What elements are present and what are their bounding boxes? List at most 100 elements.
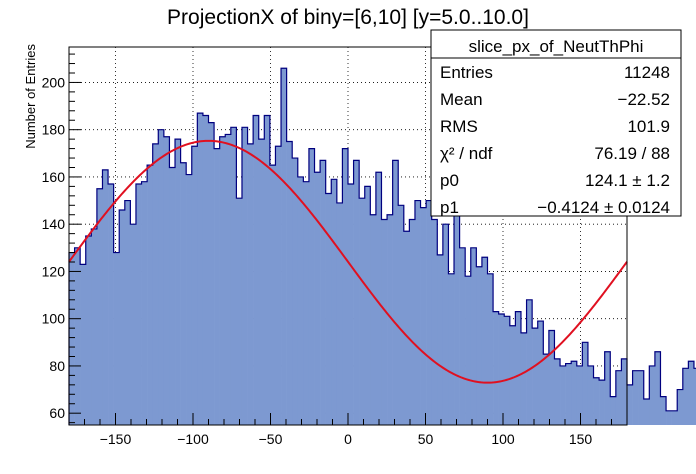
histogram-bar [197, 113, 204, 426]
y-tick-label: 200 [42, 74, 66, 90]
histogram-bar [74, 247, 81, 425]
histogram-bar [269, 165, 276, 425]
x-tick-label: 50 [418, 431, 434, 447]
y-tick-label: 140 [42, 216, 66, 232]
histogram-bar [275, 146, 282, 425]
histogram-bar [331, 179, 338, 425]
stats-value-1: −22.52 [618, 90, 670, 109]
histogram-bar [297, 176, 304, 425]
y-axis-label: Number of Entries [23, 44, 38, 149]
histogram-bar [348, 184, 354, 425]
fit-curve [68, 139, 628, 384]
histogram-bar [543, 354, 550, 425]
histogram-bar [654, 351, 661, 425]
histogram-bar [219, 136, 226, 425]
histogram-bar [470, 247, 477, 425]
y-tick-label: 80 [49, 358, 65, 374]
histogram-bar [548, 330, 555, 425]
stats-label-1: Mean [440, 90, 483, 109]
stats-label-5: p1 [440, 198, 459, 217]
histogram-bar [554, 358, 561, 425]
x-tick-label: −50 [259, 431, 283, 447]
histogram-bar [175, 139, 181, 425]
histogram-bar [169, 167, 176, 426]
histogram-bar [643, 399, 650, 425]
x-tick-label: −150 [100, 431, 132, 447]
histogram-bar [91, 228, 98, 425]
histogram-bar [576, 365, 583, 425]
histogram-bar [677, 389, 684, 425]
histogram-bar [582, 342, 589, 425]
stats-value-3: 76.19 / 88 [594, 144, 670, 163]
histogram-bar [303, 181, 310, 425]
histogram-bar [649, 365, 656, 425]
histogram-bar [632, 370, 639, 425]
histogram-bar [448, 273, 455, 425]
histogram-bar [258, 139, 265, 425]
histogram-bar [565, 363, 572, 425]
histogram-bar [426, 200, 432, 425]
histogram-bar [627, 384, 633, 425]
histogram-bar [682, 368, 689, 425]
histogram-bar [537, 321, 544, 425]
histogram-bar [504, 316, 511, 425]
chart-title: ProjectionX of biny=[6,10] [y=5.0..10.0] [167, 6, 529, 29]
histogram-bar [392, 160, 399, 425]
histogram-bar [208, 122, 215, 425]
histogram-bar [560, 365, 566, 425]
histogram-bar [459, 247, 466, 425]
histogram-bar [671, 410, 678, 425]
histogram-bar [498, 313, 505, 425]
histogram-bar [465, 276, 472, 425]
x-tick-label: −100 [177, 431, 209, 447]
histogram-bar [693, 368, 696, 425]
histogram-bars [69, 68, 696, 426]
histogram-bar [85, 236, 92, 425]
histogram-bar [292, 158, 299, 425]
histogram-bar [442, 224, 449, 425]
histogram-bar [370, 214, 377, 425]
histogram-bar [130, 224, 137, 425]
histogram-bar [325, 193, 332, 425]
histogram-bar [604, 351, 611, 425]
histogram-bar [454, 198, 460, 425]
histogram-bar [481, 257, 488, 425]
histogram-outline [68, 67, 696, 425]
histogram-bar [487, 273, 494, 425]
histogram-bar [191, 146, 198, 425]
histogram-bar [387, 214, 393, 425]
histogram-bar [320, 160, 326, 425]
stats-label-2: RMS [440, 117, 478, 136]
histogram-bar [230, 127, 237, 425]
histogram-bar [135, 184, 142, 425]
histogram-bar [96, 188, 103, 425]
stats-title: slice_px_of_NeutThPhi [469, 37, 644, 56]
stats-value-4: 124.1 ± 1.2 [585, 171, 670, 190]
histogram-bar [381, 219, 388, 425]
histogram-bar [615, 370, 622, 425]
histogram-bar [163, 136, 170, 425]
x-tick-label: 150 [569, 431, 593, 447]
y-tick-label: 160 [42, 169, 66, 185]
histogram-bar [666, 410, 672, 425]
histogram-bar [180, 162, 187, 425]
histogram-bar [342, 148, 349, 425]
histogram-bar [599, 380, 605, 425]
histogram-bar [660, 396, 667, 425]
y-tick-label: 180 [42, 122, 66, 138]
histogram-bar [476, 266, 483, 425]
histogram-bar [420, 207, 427, 425]
histogram-bar [571, 361, 578, 425]
histogram-bar [364, 186, 371, 425]
histogram-bar [515, 311, 522, 425]
histogram-bar [202, 115, 209, 425]
y-tick-label: 100 [42, 311, 66, 327]
histogram-bar [264, 115, 271, 425]
histogram-bar [414, 200, 421, 425]
histogram-bar [236, 198, 243, 425]
stats-value-5: −0.4124 ± 0.0124 [537, 198, 670, 217]
histogram-bar [247, 143, 254, 426]
histogram-bar [158, 129, 165, 425]
histogram-bar [359, 198, 366, 425]
